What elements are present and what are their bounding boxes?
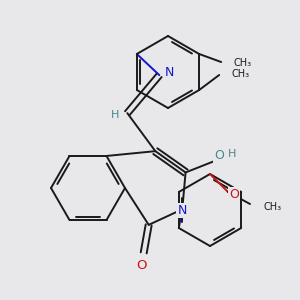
Text: O: O	[136, 260, 147, 272]
Text: CH₃: CH₃	[233, 58, 251, 68]
Text: CH₃: CH₃	[231, 69, 249, 79]
Text: H: H	[227, 149, 236, 160]
Text: O: O	[229, 188, 239, 202]
Text: N: N	[178, 204, 187, 217]
Text: H: H	[111, 110, 119, 120]
Text: O: O	[214, 149, 224, 162]
Text: CH₃: CH₃	[264, 202, 282, 212]
Text: N: N	[165, 66, 174, 79]
